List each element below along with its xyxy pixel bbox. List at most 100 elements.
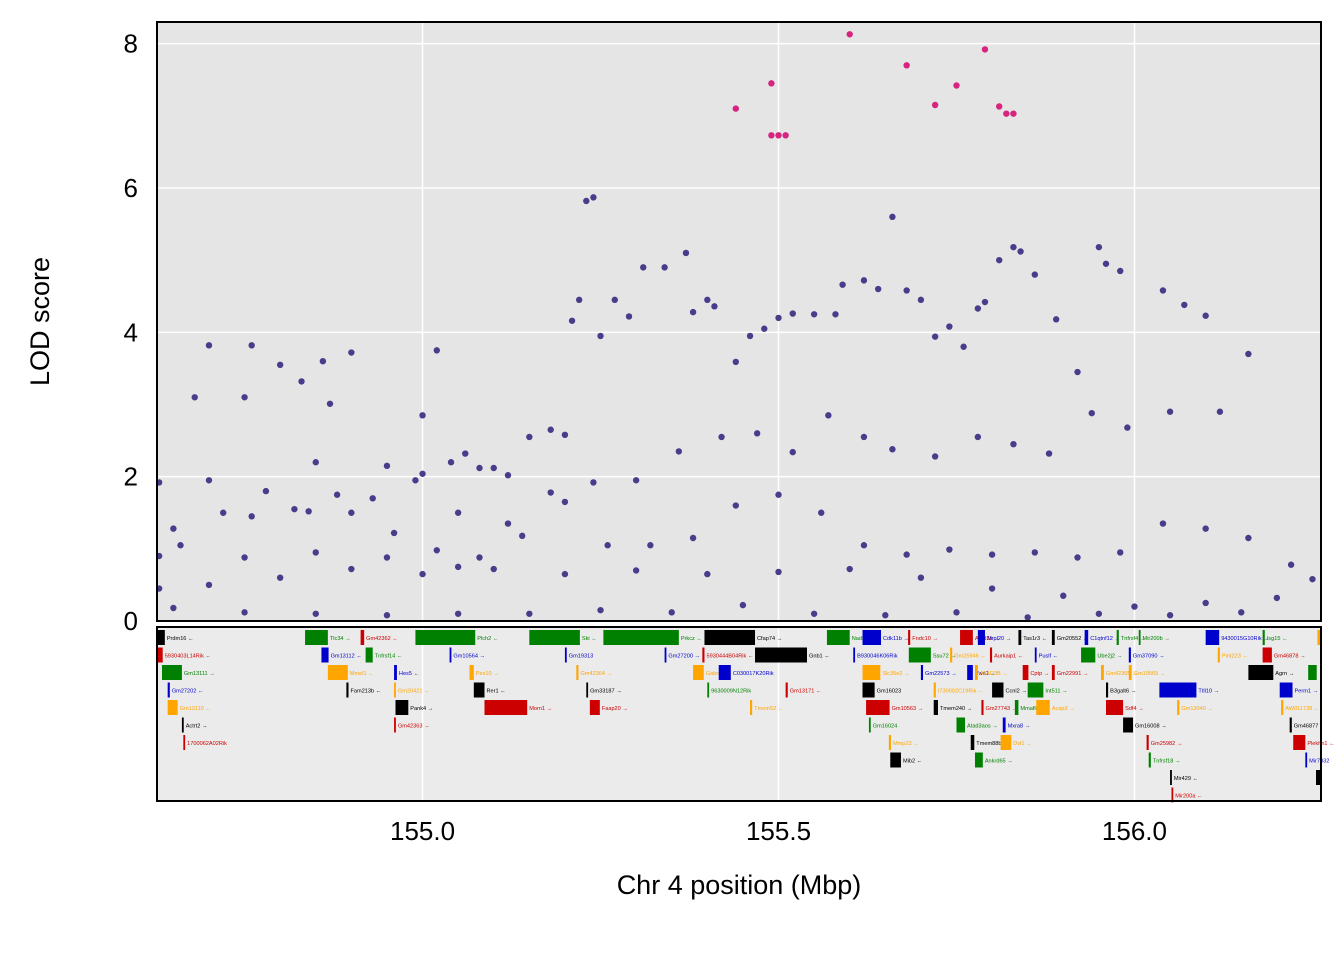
gene-block xyxy=(1018,630,1022,645)
data-point xyxy=(590,479,597,486)
gene-block xyxy=(1289,717,1292,733)
gene-label: Gm13171 ← xyxy=(790,689,822,695)
data-point xyxy=(519,532,526,540)
data-point xyxy=(974,433,982,441)
gene-block xyxy=(970,735,975,750)
gene-label: AW011738 ← xyxy=(1285,706,1319,712)
data-point xyxy=(839,281,846,288)
data-point xyxy=(903,62,910,69)
data-point xyxy=(746,332,754,340)
gene-block xyxy=(862,665,881,680)
data-point xyxy=(241,554,248,561)
y-axis-label: LOD score xyxy=(25,257,55,386)
gene-block xyxy=(1317,630,1321,645)
data-point xyxy=(298,378,305,385)
gene-label: Fndc10 → xyxy=(912,636,938,642)
gene-block xyxy=(992,682,1004,698)
gene-label: Ssu72 → xyxy=(933,654,956,660)
data-point xyxy=(1074,554,1081,561)
data-point xyxy=(996,256,1003,264)
gene-label: Gm13110 ← xyxy=(180,706,211,712)
data-point xyxy=(1117,549,1124,556)
data-point xyxy=(1131,603,1138,610)
gene-label: Atad3a ← xyxy=(975,636,1000,642)
gene-label: Cptp → xyxy=(1030,671,1049,677)
gene-block xyxy=(866,700,890,715)
data-point xyxy=(903,287,910,294)
gene-label: Mrpl20 → xyxy=(987,636,1011,642)
data-point xyxy=(981,46,989,53)
gene-label: Gm42365 → xyxy=(1106,671,1138,677)
gene-label: Gm22991 → xyxy=(1057,671,1089,677)
gene-block xyxy=(967,665,973,680)
data-point xyxy=(1159,520,1167,527)
data-point xyxy=(220,509,227,516)
data-point xyxy=(775,132,782,139)
data-point xyxy=(889,446,896,453)
data-point xyxy=(241,394,248,401)
gene-label: Gm42364 → xyxy=(580,671,612,677)
data-point xyxy=(1060,592,1067,599)
data-point xyxy=(668,609,675,616)
data-point xyxy=(768,132,775,139)
data-point xyxy=(597,332,604,340)
data-point xyxy=(689,308,697,316)
gene-label: Perm1 → xyxy=(1295,689,1319,695)
gene-block xyxy=(1159,682,1197,698)
gene-label: Tmem88b ← xyxy=(976,741,1008,747)
gene-label: 9630009N12Rik xyxy=(711,689,751,695)
data-point xyxy=(611,296,618,304)
gene-block xyxy=(1305,752,1308,768)
data-point xyxy=(1095,610,1103,617)
gene-panel-frame xyxy=(156,626,1322,802)
data-point xyxy=(874,285,882,293)
gene-block xyxy=(933,682,936,698)
data-point xyxy=(946,323,953,330)
gene-block xyxy=(960,630,973,645)
data-point xyxy=(1309,575,1316,583)
gene-block xyxy=(564,647,567,663)
gene-block xyxy=(1123,717,1134,733)
gene-block xyxy=(395,700,409,715)
gene-block xyxy=(920,665,924,680)
gene-block xyxy=(167,700,178,715)
data-point xyxy=(348,565,355,573)
gene-label: Mmel1 ← xyxy=(350,671,374,677)
data-point xyxy=(583,197,590,205)
gene-block xyxy=(975,752,983,768)
gene-label: Sdf4 → xyxy=(1125,706,1144,712)
data-point xyxy=(625,313,633,320)
data-point xyxy=(462,450,469,457)
gene-block xyxy=(157,647,163,663)
data-point xyxy=(504,472,512,479)
data-point xyxy=(390,529,398,537)
gene-block xyxy=(346,682,349,698)
gene-label: Gm27202 ← xyxy=(172,689,204,695)
data-point xyxy=(419,570,426,578)
gene-block xyxy=(321,647,329,663)
gene-block xyxy=(950,647,953,663)
gene-label: Dvl1 → xyxy=(1013,741,1031,747)
gene-block xyxy=(1171,787,1174,803)
gene-label: Hes5 ← xyxy=(399,671,419,677)
data-point xyxy=(946,546,953,553)
gene-label: Gm16023 xyxy=(877,689,902,695)
gene-label: Gm16008 → xyxy=(1135,724,1167,730)
gene-label: Actrt2 → xyxy=(186,724,208,730)
data-point xyxy=(846,565,853,573)
gene-label: Gm37090 → xyxy=(1133,654,1165,660)
data-point xyxy=(1031,549,1039,556)
data-point xyxy=(526,610,533,617)
gene-label: Rer1 ← xyxy=(486,689,505,695)
data-point xyxy=(860,277,868,284)
gene-block xyxy=(890,752,901,768)
data-point xyxy=(775,568,782,576)
data-point xyxy=(1287,561,1295,568)
gene-block xyxy=(1148,752,1151,768)
data-point xyxy=(718,433,725,441)
data-point xyxy=(1202,312,1209,319)
data-point xyxy=(860,542,868,549)
data-point xyxy=(561,431,569,439)
gene-label: Gm19313 xyxy=(569,654,594,660)
